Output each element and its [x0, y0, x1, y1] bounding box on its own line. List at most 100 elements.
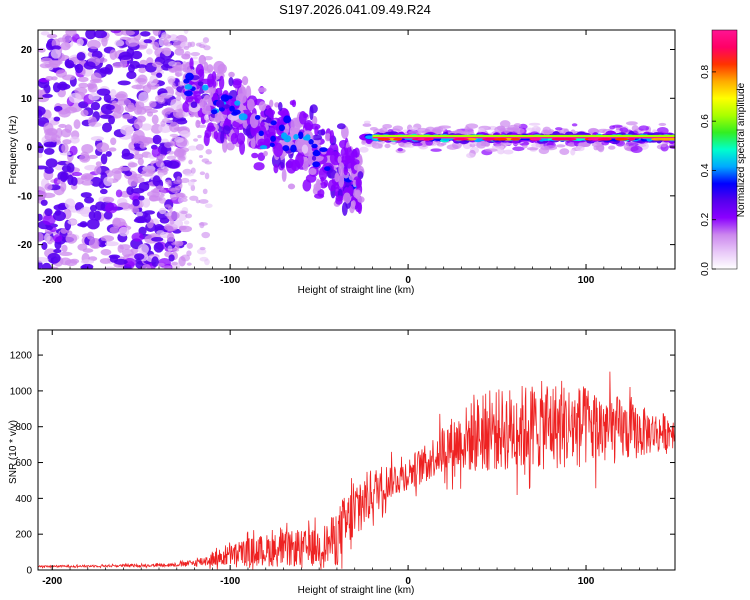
spectrogram-y-tick-label: 20: [21, 45, 33, 56]
carrier-halo: [497, 148, 505, 155]
noise-blob: [152, 78, 159, 84]
track-core: [312, 161, 321, 168]
noise-blob: [86, 218, 100, 230]
track-core: [270, 120, 277, 126]
noise-blob: [38, 256, 49, 263]
noise-blob: [80, 265, 88, 269]
noise-blob: [205, 149, 212, 155]
noise-blob: [61, 143, 69, 154]
noise-blob: [43, 147, 55, 155]
noise-blob: [108, 147, 117, 152]
track-blob: [347, 185, 354, 196]
track-blob: [203, 94, 211, 103]
noise-blob: [41, 241, 48, 250]
track-core: [202, 84, 209, 91]
noise-blob: [187, 145, 198, 151]
noise-blob: [81, 143, 94, 154]
snr-y-tick-label: 200: [15, 530, 32, 541]
noise-blob: [99, 188, 108, 195]
noise-blob: [93, 30, 108, 39]
noise-blob: [62, 33, 72, 44]
carrier-peak: [423, 137, 434, 141]
noise-blob: [153, 242, 164, 253]
noise-blob: [86, 231, 95, 240]
noise-blob: [167, 245, 173, 252]
noise-blob: [202, 188, 208, 195]
noise-blob: [166, 155, 177, 160]
track-blob: [345, 156, 354, 169]
noise-blob: [55, 69, 67, 78]
noise-blob: [155, 66, 163, 72]
noise-blob: [57, 81, 68, 91]
noise-blob: [110, 30, 122, 34]
carrier-halo: [409, 126, 418, 131]
track-core: [314, 151, 321, 156]
noise-blob: [64, 124, 73, 133]
carrier-halo: [392, 125, 404, 132]
track-blob: [357, 196, 365, 203]
track-blob: [195, 119, 201, 129]
track-blob: [334, 172, 340, 183]
noise-blob: [187, 179, 195, 187]
track-blob: [273, 164, 279, 174]
carrier-peak: [493, 137, 508, 141]
noise-blob: [157, 98, 166, 104]
spectrogram-x-ticks: -200 -100 0 100: [42, 30, 676, 286]
noise-blob: [133, 177, 145, 183]
track-core: [231, 111, 239, 116]
noise-blob: [169, 121, 180, 133]
noise-blob: [199, 246, 206, 251]
noise-blob: [38, 144, 44, 154]
noise-blob: [204, 172, 210, 180]
noise-blob: [100, 153, 108, 165]
noise-blob: [90, 101, 101, 111]
track-blob: [273, 142, 284, 158]
noise-blob: [40, 57, 53, 64]
carrier-halo: [491, 145, 505, 150]
noise-blob: [77, 76, 89, 83]
noise-blob: [174, 136, 184, 143]
noise-blob: [134, 101, 145, 109]
noise-blob: [58, 123, 67, 128]
noise-blob: [156, 230, 165, 236]
carrier-halo: [464, 126, 470, 131]
track-blob: [283, 122, 290, 136]
track-blob: [263, 150, 268, 157]
track-blob: [203, 132, 210, 147]
track-core: [290, 144, 297, 153]
noise-blob: [123, 257, 137, 267]
noise-blob: [126, 71, 137, 80]
noise-blob: [180, 177, 190, 184]
noise-blob: [127, 102, 135, 112]
carrier-halo: [522, 144, 528, 149]
noise-blob: [38, 213, 43, 221]
carrier-halo: [461, 130, 470, 136]
noise-blob: [40, 31, 50, 36]
carrier-peak: [558, 137, 566, 141]
carrier-halo: [430, 148, 442, 152]
noise-blob: [90, 72, 102, 83]
noise-blob: [170, 99, 176, 103]
noise-blob: [132, 129, 145, 141]
noise-blob: [52, 210, 66, 222]
track-blob: [195, 63, 204, 78]
track-blob: [217, 63, 227, 74]
track-core: [282, 145, 290, 152]
track-blob: [236, 132, 246, 145]
noise-blob: [82, 248, 94, 253]
spectrogram-y-ticks: -20 -10 0 10 20: [18, 45, 675, 251]
noise-blob: [201, 231, 211, 239]
noise-blob: [52, 234, 63, 243]
noise-blob: [103, 266, 116, 269]
noise-blob: [138, 195, 145, 201]
snr-x-tick-label: 100: [578, 576, 595, 587]
track-core: [183, 78, 190, 84]
snr-plot-area: [38, 330, 675, 570]
track-blob: [257, 152, 266, 161]
noise-blob: [202, 37, 210, 44]
carrier-halo: [513, 123, 522, 128]
noise-blob: [48, 60, 63, 66]
noise-blob: [151, 114, 159, 125]
track-blob: [185, 94, 194, 103]
noise-blob: [166, 150, 175, 155]
